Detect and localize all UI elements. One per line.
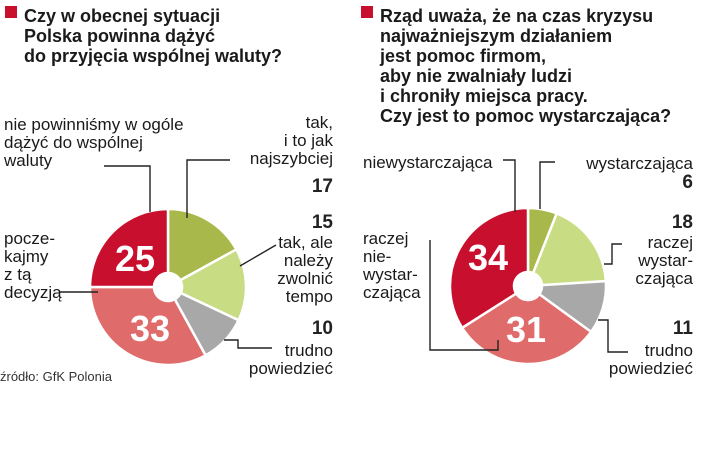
leader-line bbox=[239, 244, 277, 267]
slice-value: 6 bbox=[682, 172, 693, 193]
chart-title: Czy w obecnej sytuacji Polska powinna dąż… bbox=[24, 6, 282, 66]
pie-hole bbox=[514, 272, 542, 300]
pie-chart-1: Czy w obecnej sytuacji Polska powinna dąż… bbox=[0, 6, 334, 384]
source-note: źródło: GfK Polonia bbox=[0, 369, 113, 384]
leader-line bbox=[598, 319, 628, 353]
slice-value: 18 bbox=[672, 212, 693, 233]
slice-label: wystarczająca bbox=[585, 154, 693, 173]
pie-slice bbox=[460, 291, 593, 366]
leader-line bbox=[186, 159, 230, 218]
leader-line bbox=[104, 165, 151, 212]
slice-label: raczej nie-wystar-czająca bbox=[362, 229, 421, 302]
slice-value: 34 bbox=[468, 237, 508, 278]
leader-line bbox=[503, 159, 516, 212]
slice-label: raczej wystar-czająca bbox=[635, 233, 693, 288]
slice-value: 10 bbox=[312, 318, 333, 339]
pie-hole bbox=[154, 273, 182, 301]
slice-value: 17 bbox=[312, 176, 333, 197]
slice-label: trudno powiedzieć bbox=[249, 341, 334, 378]
pie-chart-2: Rząd uważa, że na czas kryzysu najważniej… bbox=[361, 6, 694, 378]
slice-label: pocze-kajmy z tą decyzją bbox=[4, 229, 62, 302]
chart-title: Rząd uważa, że na czas kryzysu najważniej… bbox=[379, 6, 671, 126]
question-bullet-icon bbox=[5, 6, 17, 18]
slice-label: niewystarczająca bbox=[363, 153, 493, 172]
slice-value: 31 bbox=[506, 309, 546, 350]
slice-label: tak, ale należy zwolnić tempo bbox=[277, 233, 333, 306]
leader-line bbox=[604, 243, 622, 265]
slice-value: 15 bbox=[312, 212, 334, 233]
leader-line bbox=[429, 240, 499, 351]
slice-label: trudno powiedzieć bbox=[609, 341, 694, 378]
slice-label: nie powinniśmy w ogóle dążyć do wspólnej w… bbox=[3, 115, 184, 170]
pie-slice bbox=[531, 211, 608, 287]
slice-value: 33 bbox=[130, 308, 170, 349]
slice-label: tak, i to jak najszybciej bbox=[250, 113, 334, 168]
slice-value: 11 bbox=[673, 318, 694, 339]
question-bullet-icon bbox=[361, 6, 373, 18]
leader-line bbox=[224, 339, 272, 349]
leader-line bbox=[539, 161, 555, 209]
slice-value: 25 bbox=[115, 238, 155, 279]
